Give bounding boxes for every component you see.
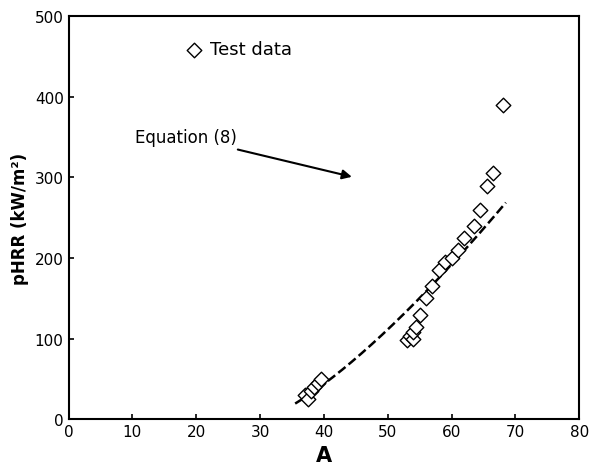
Test data xyxy=(409,335,418,343)
Test data xyxy=(498,102,508,109)
Test data xyxy=(453,247,463,254)
Test data xyxy=(469,223,479,230)
Test data xyxy=(482,182,491,190)
Test data xyxy=(402,337,412,345)
Test data xyxy=(412,323,421,331)
X-axis label: A: A xyxy=(316,445,332,465)
Test data xyxy=(488,170,498,178)
Y-axis label: pHRR (kW/m²): pHRR (kW/m²) xyxy=(11,152,29,284)
Test data xyxy=(460,235,469,242)
Test data xyxy=(405,333,415,340)
Test data xyxy=(409,329,418,337)
Test data xyxy=(476,207,485,214)
Test data xyxy=(440,259,450,267)
Test data xyxy=(313,379,322,387)
Test data xyxy=(316,376,326,383)
Test data xyxy=(307,387,316,395)
Test data xyxy=(434,267,443,275)
Test data xyxy=(300,392,310,399)
Test data xyxy=(310,384,319,391)
Legend: Test data: Test data xyxy=(180,34,299,67)
Test data xyxy=(447,255,457,262)
Test data xyxy=(415,311,424,319)
Test data xyxy=(421,295,431,303)
Text: Equation (8): Equation (8) xyxy=(135,129,350,179)
Test data xyxy=(428,283,437,290)
Test data xyxy=(303,396,313,403)
